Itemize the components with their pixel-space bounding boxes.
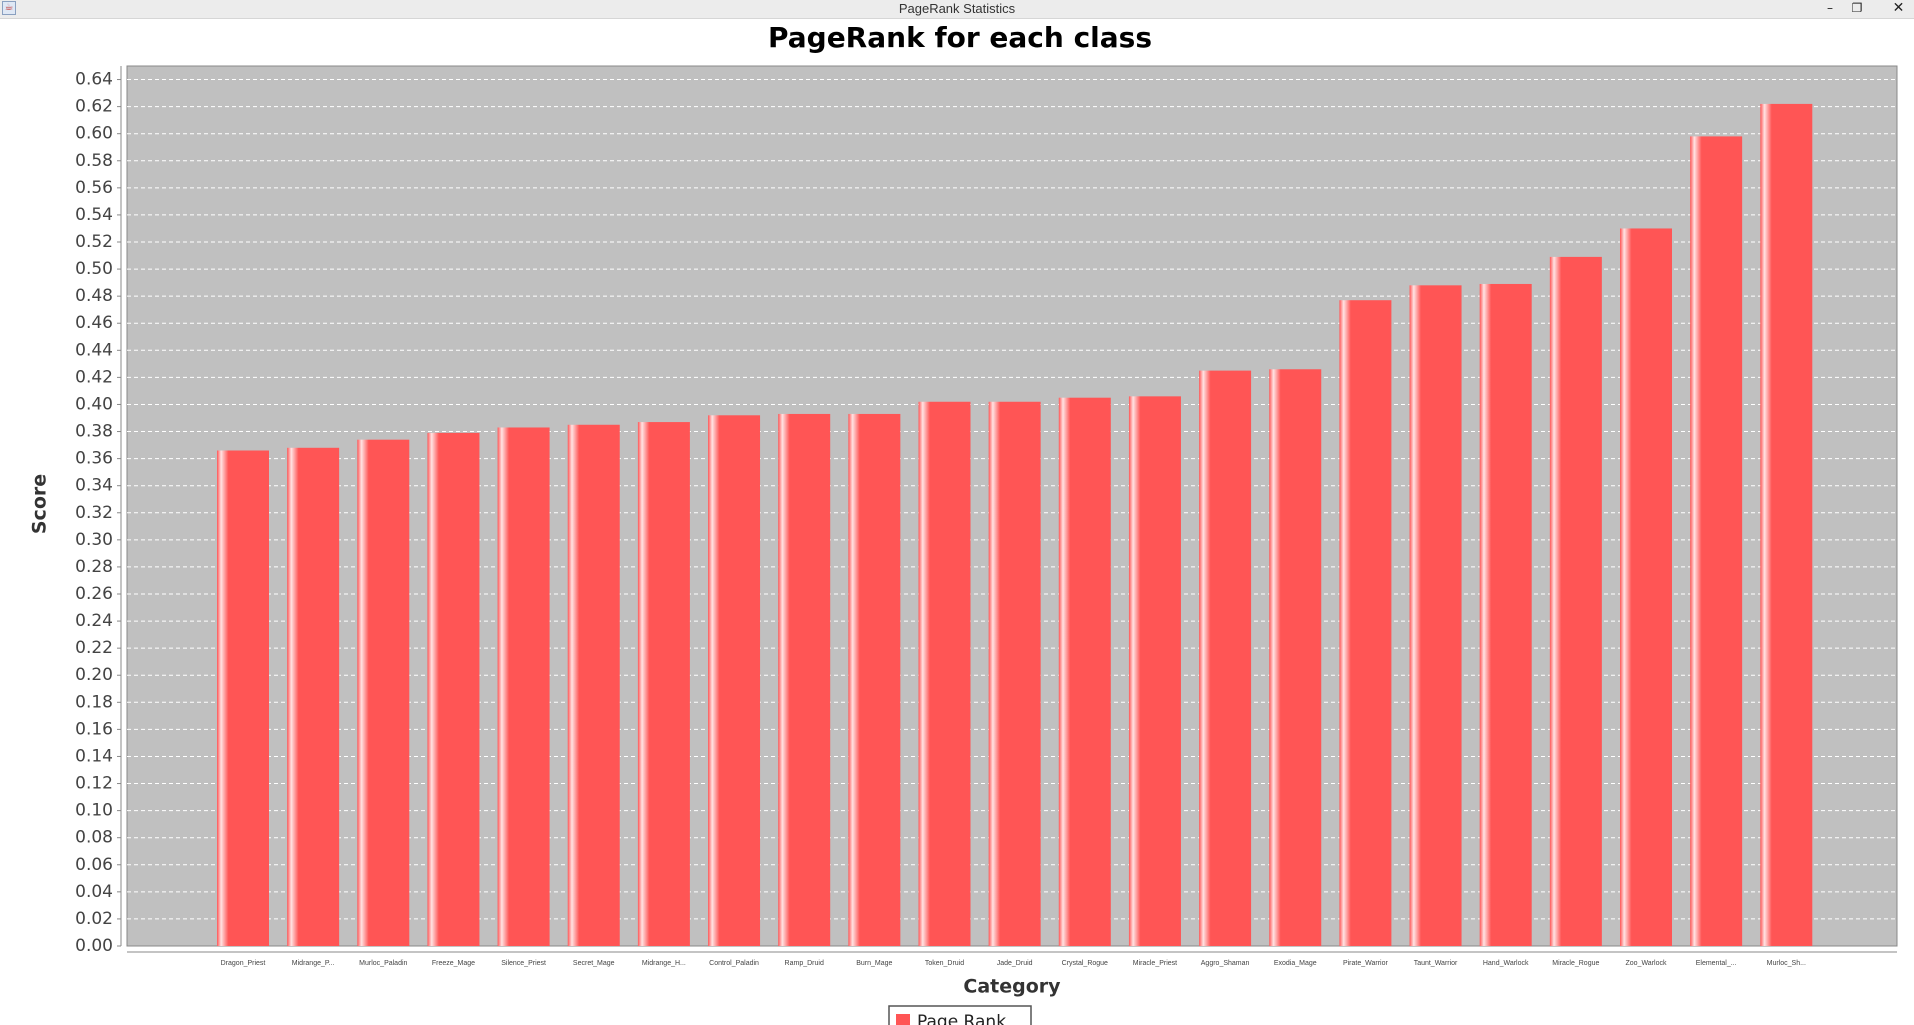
y-tick-label: 0.00 [75, 936, 113, 956]
x-tick-label: Midrange_P... [292, 960, 335, 967]
y-tick-label: 0.20 [75, 665, 113, 685]
x-tick-label: Control_Paladin [709, 960, 759, 967]
x-tick-label: Taunt_Warrior [1414, 960, 1458, 967]
y-tick-label: 0.34 [75, 476, 113, 496]
y-tick-label: 0.02 [75, 909, 113, 929]
y-tick-label: 0.04 [75, 882, 113, 902]
bar[interactable] [1479, 283, 1532, 946]
x-tick-label: Murloc_Paladin [359, 960, 407, 967]
bar[interactable] [1339, 300, 1392, 946]
x-tick-label: Freeze_Mage [432, 960, 475, 967]
y-tick-label: 0.06 [75, 855, 113, 875]
y-axis-label: Score [29, 474, 51, 534]
x-tick-label: Token_Druid [925, 960, 964, 967]
x-tick-label: Burn_Mage [856, 960, 892, 967]
bar[interactable] [287, 447, 340, 946]
bar[interactable] [1058, 397, 1111, 946]
bar[interactable] [708, 415, 761, 946]
y-tick-label: 0.48 [75, 286, 113, 306]
bar[interactable] [1760, 103, 1813, 946]
legend: Page Rank [888, 1005, 1032, 1025]
y-tick-label: 0.30 [75, 530, 113, 550]
y-tick-label: 0.64 [75, 70, 113, 90]
y-tick-label: 0.54 [75, 205, 113, 225]
restore-icon[interactable]: ❐ [1851, 1, 1863, 15]
bar[interactable] [637, 422, 690, 946]
legend-label: Page Rank [917, 1012, 1006, 1025]
y-tick-label: 0.62 [75, 97, 113, 117]
y-tick-label: 0.10 [75, 801, 113, 821]
x-tick-label: Ramp_Druid [785, 960, 824, 967]
y-tick-label: 0.60 [75, 124, 113, 144]
x-tick-label: Murloc_Sh... [1767, 960, 1806, 967]
bar[interactable] [1620, 228, 1672, 946]
bar[interactable] [357, 439, 410, 946]
x-axis-label: Category [963, 976, 1061, 998]
y-tick-label: 0.24 [75, 611, 113, 631]
y-tick-label: 0.36 [75, 449, 113, 469]
y-tick-label: 0.42 [75, 367, 113, 387]
legend-swatch [896, 1014, 910, 1025]
bar[interactable] [988, 401, 1041, 946]
x-tick-label: Pirate_Warrior [1343, 960, 1389, 967]
bar[interactable] [778, 413, 831, 946]
y-tick-label: 0.22 [75, 638, 113, 658]
y-tick-label: 0.08 [75, 828, 113, 848]
x-tick-label: Zoo_Warlock [1626, 960, 1667, 967]
chart-title: PageRank for each class [768, 21, 1152, 54]
bar[interactable] [217, 450, 269, 946]
close-icon[interactable]: ✕ [1892, 0, 1905, 16]
x-tick-label: Elemental_... [1696, 960, 1737, 967]
bar[interactable] [497, 427, 550, 946]
y-tick-label: 0.28 [75, 557, 113, 577]
bar[interactable] [1269, 369, 1322, 946]
y-tick-label: 0.50 [75, 259, 113, 279]
bar-chart: PageRank for each class 0.00 0.02 0.04 0.06… [29, 21, 1898, 1025]
window-titlebar: ☕ PageRank Statistics – ❐ ✕ [0, 0, 1914, 19]
bar[interactable] [567, 424, 620, 946]
x-tick-label: Dragon_Priest [221, 960, 266, 967]
java-app-icon: ☕ [2, 1, 16, 15]
bar[interactable] [848, 413, 901, 946]
y-tick-label: 0.40 [75, 394, 113, 414]
x-tick-label: Aggro_Shaman [1201, 960, 1250, 967]
y-tick-label: 0.32 [75, 503, 113, 523]
minimize-icon[interactable]: – [1827, 1, 1833, 15]
x-tick-label: Miracle_Rogue [1552, 960, 1599, 967]
bar[interactable] [1199, 370, 1252, 947]
x-tick-label: Hand_Warlock [1483, 960, 1529, 967]
x-tick-label: Jade_Druid [997, 960, 1033, 967]
bar[interactable] [1690, 136, 1743, 946]
y-tick-label: 0.16 [75, 719, 113, 739]
y-tick-label: 0.44 [75, 340, 113, 360]
y-tick-label: 0.46 [75, 313, 113, 333]
bar[interactable] [918, 401, 971, 946]
x-tick-label: Silence_Priest [501, 960, 546, 967]
y-tick-label: 0.38 [75, 422, 113, 442]
y-tick-label: 0.56 [75, 178, 113, 198]
x-tick-label: Crystal_Rogue [1062, 960, 1108, 967]
y-tick-label: 0.18 [75, 692, 113, 712]
y-tick-label: 0.14 [75, 746, 113, 766]
x-tick-label: Exodia_Mage [1274, 960, 1317, 967]
y-tick-label: 0.58 [75, 151, 113, 171]
bar[interactable] [1549, 256, 1602, 946]
x-tick-label: Miracle_Priest [1133, 960, 1177, 967]
x-tick-label: Secret_Mage [573, 960, 615, 967]
bar[interactable] [1128, 396, 1181, 946]
bar[interactable] [1409, 285, 1462, 946]
window-title: PageRank Statistics [898, 1, 1016, 16]
y-tick-label: 0.12 [75, 774, 113, 794]
y-tick-label: 0.26 [75, 584, 113, 604]
x-tick-label: Midrange_H... [642, 960, 686, 967]
bar[interactable] [427, 432, 480, 946]
y-tick-label: 0.52 [75, 232, 113, 252]
